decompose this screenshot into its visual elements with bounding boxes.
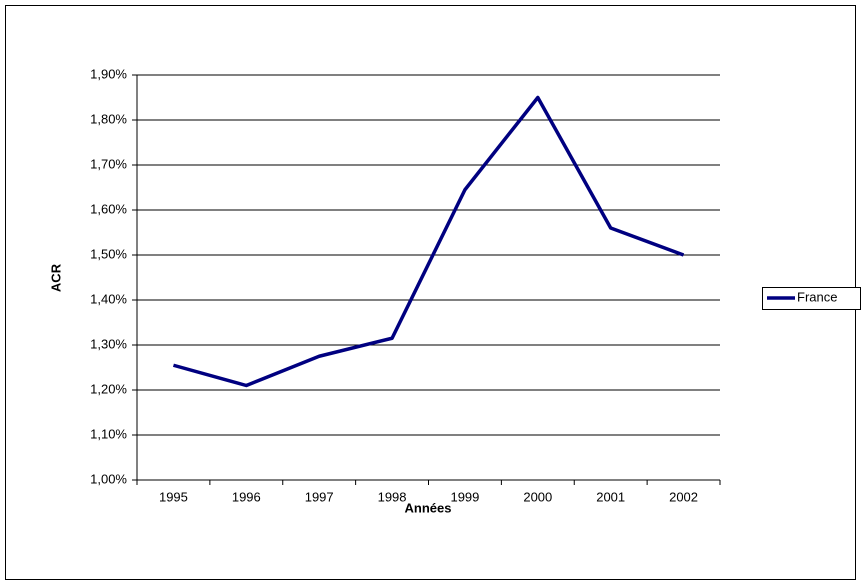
y-tick-label: 1,70%	[90, 156, 127, 171]
x-tick-label: 1995	[159, 489, 188, 504]
series-line	[172, 95, 685, 388]
x-tick-label: 1996	[232, 489, 261, 504]
x-axis-label: Années	[405, 500, 452, 515]
y-axis-label: ACR	[48, 263, 63, 292]
y-tick-label: 1,60%	[90, 201, 127, 216]
y-tick-label: 1,80%	[90, 111, 127, 126]
x-tick-label: 2001	[596, 489, 625, 504]
x-tick-label: 1998	[378, 489, 407, 504]
y-tick-label: 1,20%	[90, 381, 127, 396]
x-tick-label: 2002	[669, 489, 698, 504]
y-tick-label: 1,10%	[90, 426, 127, 441]
x-tick-label: 2000	[523, 489, 552, 504]
x-tick-label: 1997	[305, 489, 334, 504]
y-tick-label: 1,00%	[90, 471, 127, 486]
y-tick-label: 1,90%	[90, 66, 127, 81]
chart-border	[5, 5, 856, 580]
y-tick-label: 1,50%	[90, 246, 127, 261]
x-tick-label: 1999	[450, 489, 479, 504]
legend-label: France	[797, 289, 837, 304]
y-tick-label: 1,40%	[90, 291, 127, 306]
legend-box	[762, 287, 861, 310]
y-tick-label: 1,30%	[90, 336, 127, 351]
